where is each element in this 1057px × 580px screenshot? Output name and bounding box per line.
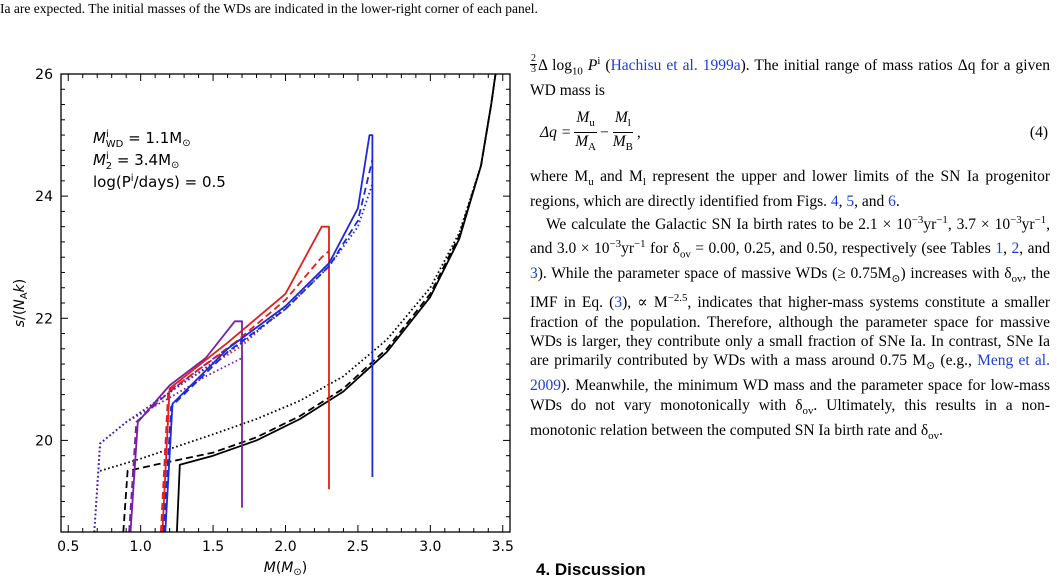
series-line-red-dashed [160, 250, 330, 532]
series-line-red-solid [161, 225, 330, 532]
equation-number: (4) [1029, 123, 1048, 141]
x-tick-label: 2.5 [347, 539, 369, 555]
x-tick-label: 2.0 [274, 539, 296, 555]
chart-annotation: Mi WD = 1.1M⊙ Mi 2 = 3.4M⊙ log(Pi/days) = … [93, 129, 226, 191]
series-line-black-dashed [122, 74, 497, 532]
table-2-link[interactable]: 2 [1011, 239, 1020, 257]
series-line-black-solid [176, 74, 497, 532]
citation-meng-2009[interactable]: Meng et al. 2009 [530, 352, 1050, 395]
y-axis-label: s/(NAk) [12, 279, 30, 327]
x-tick-label: 0.5 [57, 539, 79, 555]
fraction-ml-mb: Ml MB [612, 109, 633, 154]
annotation-donor-mass: Mi 2 = 3.4M⊙ [93, 151, 179, 172]
series-line-purple-solid [129, 320, 243, 532]
paragraph-limits: where Mu and Ml represent the upper and … [530, 167, 1050, 210]
citation-hachisu-1999a[interactable]: Hachisu et al. 1999a [610, 57, 741, 75]
paragraph-birth-rates: We calculate the Galactic SN Ia birth ra… [530, 214, 1051, 442]
axis-labels: 0.5 1.0 1.5 2.0 2.5 3.0 3.5 20 22 24 26 M(M⊙) s/(NAk… [12, 67, 514, 578]
fig-5-link[interactable]: 5 [846, 192, 855, 210]
x-tick-label: 1.0 [130, 539, 152, 555]
y-tick-label: 24 [35, 189, 53, 205]
annotation-period: log(Pi/days) = 0.5 [93, 173, 226, 191]
fig-6-link[interactable]: 6 [888, 192, 896, 210]
series-line-red-dotted [93, 262, 330, 532]
fig-4-link[interactable]: 4 [830, 192, 839, 210]
series-line-blue-solid [164, 134, 374, 532]
series-line-black-dotted [99, 74, 497, 472]
series-line-purple-dotted [93, 357, 243, 532]
y-tick-label: 20 [35, 433, 53, 449]
series-line-blue-dashed [162, 159, 374, 532]
table-3-link[interactable]: 3 [530, 264, 538, 282]
fraction-mu-ma: Mu MA [574, 109, 597, 154]
figure-caption-tail: Ia are expected. The initial masses of t… [0, 1, 538, 16]
series-layer [93, 74, 497, 532]
annotation-wd-mass: Mi WD = 1.1M⊙ [93, 129, 191, 150]
series-line-purple-dashed [128, 338, 243, 532]
x-tick-label: 3.5 [492, 539, 514, 555]
section-heading-discussion: 4. Discussion [536, 560, 646, 579]
x-tick-label: 3.0 [419, 539, 441, 555]
eq-3-link[interactable]: 3 [614, 294, 623, 312]
entropy-mass-chart: Mi WD = 1.1M⊙ Mi 2 = 3.4M⊙ log(Pi/days) = … [12, 67, 514, 578]
equation-4: Δq = Mu MA − Ml MB , (4) [530, 109, 1050, 155]
series-line-blue-dotted [93, 183, 374, 532]
table-1-link[interactable]: 1 [995, 239, 1004, 257]
x-axis-label: M(M⊙) [264, 560, 308, 578]
frame-layer [60, 73, 511, 533]
y-tick-label: 26 [35, 67, 53, 83]
y-tick-label: 22 [35, 311, 53, 327]
x-tick-label: 1.5 [202, 539, 224, 555]
